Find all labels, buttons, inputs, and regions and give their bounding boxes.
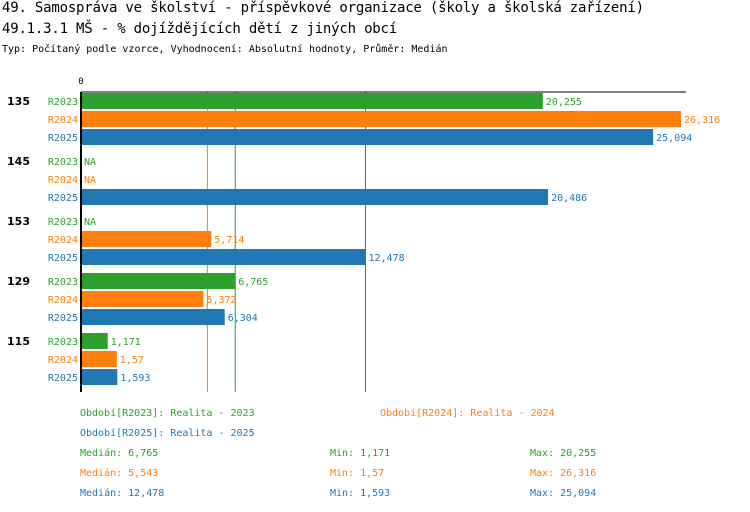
data-label-na: NA bbox=[84, 157, 96, 168]
bar-153-r2025 bbox=[81, 249, 366, 265]
stat-max-r2024: Max: 26,316 bbox=[530, 468, 597, 479]
chart-subtitle: 49.1.3.1 MŠ - % dojíždějících dětí z jin… bbox=[2, 21, 397, 37]
data-label: 12,478 bbox=[368, 253, 404, 264]
bar-115-r2024 bbox=[81, 351, 117, 367]
series-label: R2025 bbox=[48, 133, 78, 144]
zero-tick-label: 0 bbox=[78, 77, 83, 87]
data-label-na: NA bbox=[84, 175, 96, 186]
legend-period-r2025: Období[R2025]: Realita - 2025 bbox=[80, 428, 255, 439]
bar-145-r2025 bbox=[81, 189, 549, 205]
group-label-153: 153 bbox=[7, 215, 30, 228]
series-label: R2024 bbox=[48, 355, 78, 366]
stat-min-r2024: Min: 1,57 bbox=[330, 468, 385, 479]
bar-chart: 0 135 R2023 20,255 R2024 26,316 R2025 25,094 145… bbox=[7, 77, 720, 392]
stat-max-r2023: Max: 20,255 bbox=[530, 448, 597, 459]
bar-135-r2023 bbox=[81, 93, 543, 109]
series-label: R2025 bbox=[48, 253, 78, 264]
chart-title: 49. Samospráva ve školství - příspěvkové… bbox=[2, 0, 644, 16]
data-label: 20,486 bbox=[551, 193, 587, 204]
data-label: 6,765 bbox=[238, 277, 268, 288]
data-label: 1,593 bbox=[120, 373, 150, 384]
bar-135-r2025 bbox=[81, 129, 654, 145]
bar-129-r2024 bbox=[81, 291, 204, 307]
series-label: R2023 bbox=[48, 337, 78, 348]
group-label-115: 115 bbox=[7, 335, 30, 348]
data-label: 25,094 bbox=[656, 133, 692, 144]
bar-129-r2025 bbox=[81, 309, 225, 325]
data-label-na: NA bbox=[84, 217, 96, 228]
series-label: R2024 bbox=[48, 115, 78, 126]
data-label: 20,255 bbox=[546, 97, 582, 108]
stat-median-r2023: Medián: 6,765 bbox=[80, 448, 159, 459]
series-label: R2025 bbox=[48, 373, 78, 384]
bar-153-r2024 bbox=[81, 231, 212, 247]
series-label: R2025 bbox=[48, 313, 78, 324]
group-label-145: 145 bbox=[7, 155, 30, 168]
series-label: R2023 bbox=[48, 217, 78, 228]
series-label: R2024 bbox=[48, 235, 78, 246]
data-label: 5,372 bbox=[206, 295, 236, 306]
data-label: 1,57 bbox=[120, 355, 144, 366]
stat-max-r2025: Max: 25,094 bbox=[530, 488, 597, 499]
stat-min-r2025: Min: 1,593 bbox=[330, 488, 391, 499]
group-label-135: 135 bbox=[7, 95, 30, 108]
data-label: 26,316 bbox=[684, 115, 720, 126]
stat-min-r2023: Min: 1,171 bbox=[330, 448, 391, 459]
stat-median-r2024: Medián: 5,543 bbox=[80, 468, 159, 479]
series-label: R2024 bbox=[48, 295, 78, 306]
series-label: R2023 bbox=[48, 157, 78, 168]
bar-115-r2025 bbox=[81, 369, 118, 385]
chart-meta: Typ: Počítaný podle vzorce, Vyhodnocení:… bbox=[2, 44, 448, 55]
data-label: 1,171 bbox=[111, 337, 141, 348]
legend-period-r2024: Období[R2024]: Realita - 2024 bbox=[380, 408, 555, 419]
data-label: 5,714 bbox=[214, 235, 244, 246]
stat-median-r2025: Medián: 12,478 bbox=[80, 488, 165, 499]
bar-129-r2023 bbox=[81, 273, 236, 289]
series-label: R2024 bbox=[48, 175, 78, 186]
data-label: 6,304 bbox=[228, 313, 258, 324]
bar-135-r2024 bbox=[81, 111, 681, 127]
legend-period-r2023: Období[R2023]: Realita - 2023 bbox=[80, 408, 255, 419]
series-label: R2023 bbox=[48, 277, 78, 288]
group-label-129: 129 bbox=[7, 275, 30, 288]
bar-115-r2023 bbox=[81, 333, 108, 349]
series-label: R2025 bbox=[48, 193, 78, 204]
series-label: R2023 bbox=[48, 97, 78, 108]
